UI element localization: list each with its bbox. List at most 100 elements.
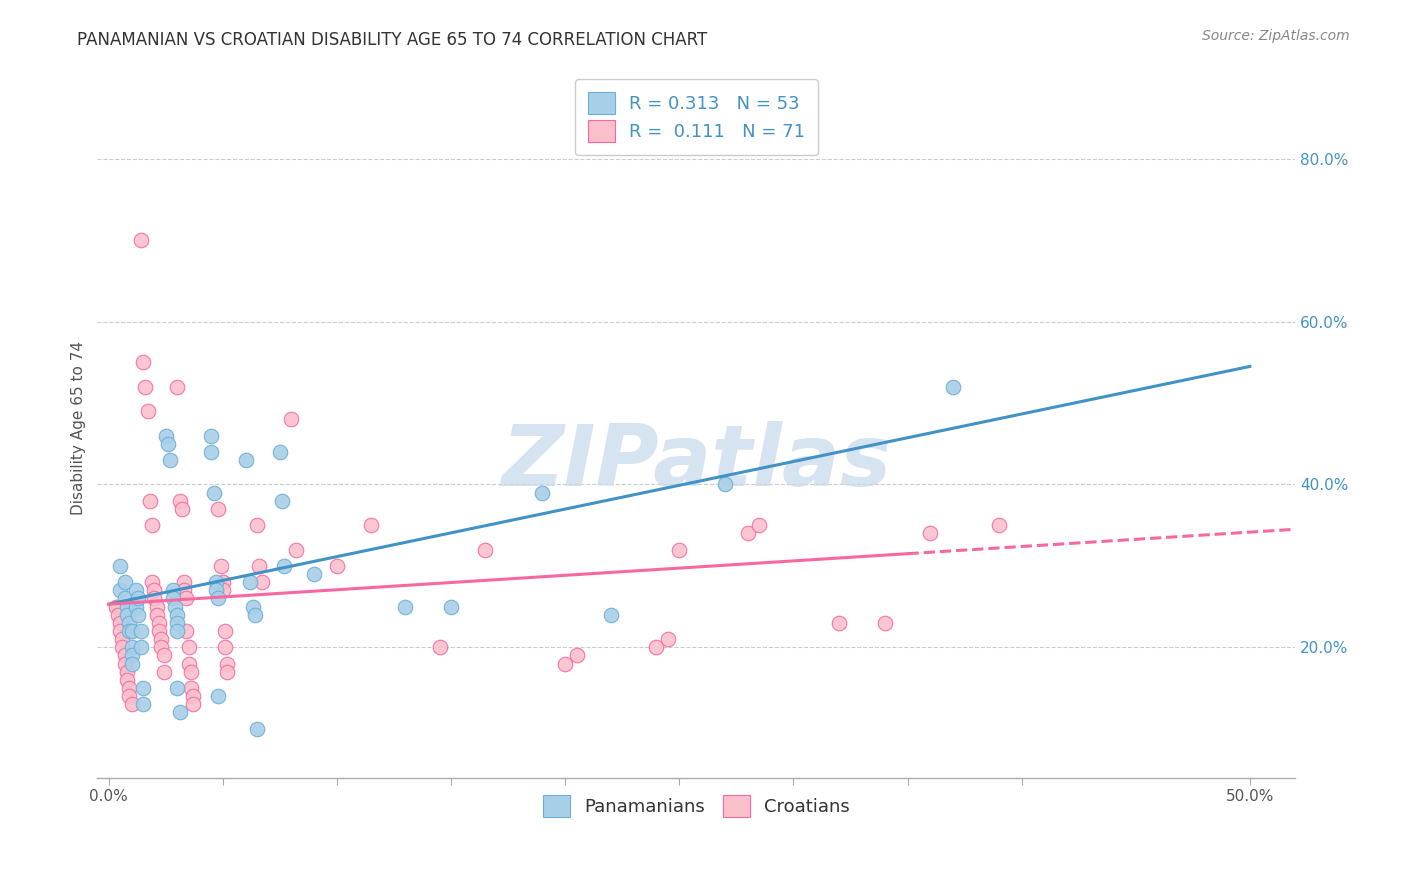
Legend: Panamanians, Croatians: Panamanians, Croatians: [536, 788, 858, 824]
Point: [136, 404, 159, 418]
Point: [360, 518, 382, 533]
Point: [145, 607, 167, 622]
Point: [114, 648, 136, 663]
Point: [114, 591, 136, 606]
Point: [181, 689, 204, 703]
Point: [205, 583, 228, 598]
Point: [114, 575, 136, 590]
Point: [565, 648, 588, 663]
Point: [162, 591, 184, 606]
Point: [108, 583, 131, 598]
Point: [115, 673, 138, 687]
Point: [176, 624, 198, 638]
Point: [121, 640, 143, 655]
Point: [118, 615, 141, 630]
Point: [169, 493, 191, 508]
Point: [132, 698, 155, 712]
Point: [176, 591, 198, 606]
Point: [152, 648, 174, 663]
Point: [657, 632, 679, 647]
Point: [150, 632, 173, 647]
Point: [180, 665, 202, 679]
Point: [118, 624, 141, 638]
Point: [207, 591, 229, 606]
Point: [166, 380, 188, 394]
Point: [127, 591, 149, 606]
Point: [247, 558, 270, 573]
Point: [217, 657, 239, 671]
Point: [214, 624, 236, 638]
Point: [150, 640, 173, 655]
Point: [173, 575, 195, 590]
Point: [107, 607, 129, 622]
Point: [326, 558, 349, 573]
Point: [280, 412, 302, 426]
Point: [177, 640, 200, 655]
Point: [599, 607, 621, 622]
Text: PANAMANIAN VS CROATIAN DISABILITY AGE 65 TO 74 CORRELATION CHART: PANAMANIAN VS CROATIAN DISABILITY AGE 65…: [77, 31, 707, 49]
Point: [121, 648, 143, 663]
Point: [250, 575, 273, 590]
Point: [942, 380, 965, 394]
Point: [118, 681, 141, 695]
Point: [166, 607, 188, 622]
Point: [155, 428, 177, 442]
Point: [159, 453, 181, 467]
Point: [212, 583, 235, 598]
Point: [141, 518, 163, 533]
Point: [127, 607, 149, 622]
Point: [269, 445, 291, 459]
Point: [104, 599, 127, 614]
Point: [202, 485, 225, 500]
Point: [440, 599, 463, 614]
Point: [212, 575, 235, 590]
Point: [157, 437, 180, 451]
Point: [115, 607, 138, 622]
Point: [246, 722, 269, 736]
Text: Source: ZipAtlas.com: Source: ZipAtlas.com: [1202, 29, 1350, 43]
Text: ZIPatlas: ZIPatlas: [502, 421, 891, 504]
Point: [114, 657, 136, 671]
Point: [748, 518, 770, 533]
Point: [108, 624, 131, 638]
Point: [163, 599, 186, 614]
Point: [132, 355, 155, 369]
Point: [143, 591, 166, 606]
Point: [207, 689, 229, 703]
Point: [239, 575, 262, 590]
Point: [828, 615, 851, 630]
Point: [129, 624, 152, 638]
Point: [242, 599, 264, 614]
Point: [554, 657, 576, 671]
Point: [125, 583, 148, 598]
Point: [873, 615, 896, 630]
Point: [271, 493, 294, 508]
Point: [141, 575, 163, 590]
Point: [302, 567, 325, 582]
Point: [162, 583, 184, 598]
Point: [166, 615, 188, 630]
Point: [205, 575, 228, 590]
Point: [394, 599, 416, 614]
Point: [121, 624, 143, 638]
Point: [474, 542, 496, 557]
Point: [207, 502, 229, 516]
Point: [181, 698, 204, 712]
Point: [111, 640, 134, 655]
Point: [108, 615, 131, 630]
Point: [235, 453, 257, 467]
Point: [531, 485, 554, 500]
Point: [645, 640, 668, 655]
Point: [169, 706, 191, 720]
Point: [121, 698, 143, 712]
Point: [115, 665, 138, 679]
Point: [987, 518, 1010, 533]
Point: [668, 542, 690, 557]
Point: [139, 493, 162, 508]
Point: [246, 518, 269, 533]
Point: [200, 428, 222, 442]
Point: [243, 607, 266, 622]
Point: [111, 632, 134, 647]
Point: [170, 502, 193, 516]
Point: [143, 583, 166, 598]
